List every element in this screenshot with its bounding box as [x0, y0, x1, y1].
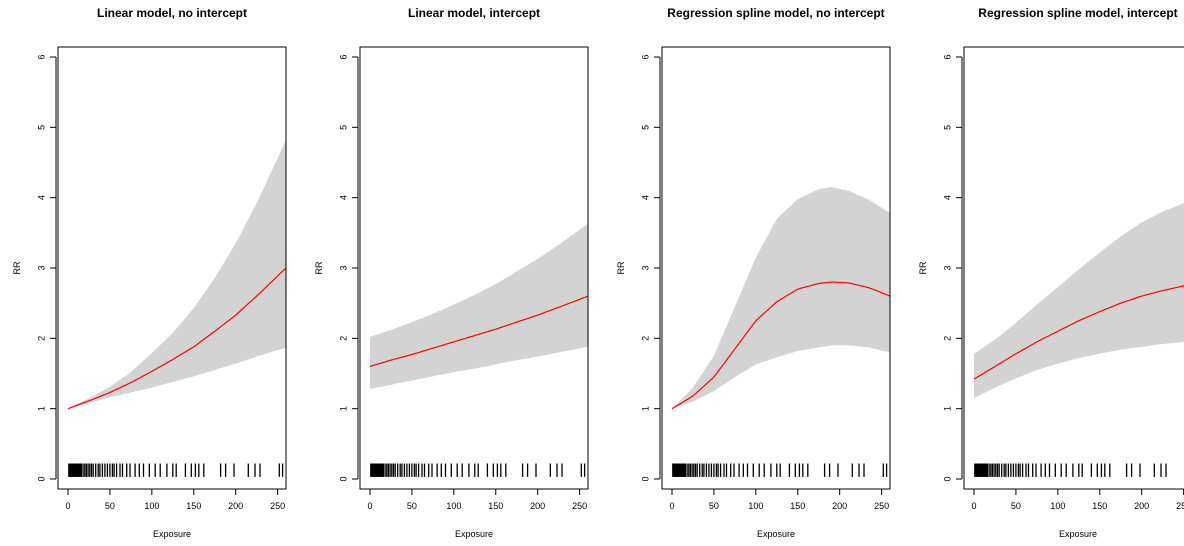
- y-tick-label: 1: [36, 406, 46, 411]
- x-axis-label: Exposure: [1059, 529, 1097, 539]
- y-tick-label: 2: [338, 336, 348, 341]
- x-tick-label: 150: [186, 501, 201, 511]
- panel: 0 1 2 3 4 5 6 RR 0 50 100 150 200 250 Exposure Linear m…: [314, 6, 589, 539]
- y-tick-label: 0: [338, 476, 348, 481]
- x-tick-label: 200: [832, 501, 847, 511]
- x-tick-label: 200: [530, 501, 545, 511]
- y-tick-label: 5: [640, 125, 650, 130]
- x-tick-label: 50: [105, 501, 115, 511]
- y-tick-label: 4: [338, 195, 348, 200]
- chart-title: Linear model, no intercept: [97, 6, 247, 20]
- y-axis-label: RR: [616, 261, 626, 274]
- fitted-line: [67, 267, 287, 410]
- x-tick-label: 150: [790, 501, 805, 511]
- y-tick-label: 0: [36, 476, 46, 481]
- y-tick-label: 0: [942, 476, 952, 481]
- y-tick-label: 2: [942, 336, 952, 341]
- y-tick-label: 3: [36, 265, 46, 270]
- fitted-line: [671, 281, 891, 410]
- x-tick-label: 0: [971, 501, 976, 511]
- x-tick-label: 100: [1050, 501, 1065, 511]
- x-tick-label: 100: [748, 501, 763, 511]
- chart-title: Linear model, intercept: [408, 6, 540, 20]
- x-axis-label: Exposure: [455, 529, 493, 539]
- y-tick-label: 1: [640, 406, 650, 411]
- rug: [974, 463, 1167, 477]
- y-tick-label: 3: [640, 265, 650, 270]
- y-tick-label: 6: [36, 54, 46, 59]
- x-tick-label: 0: [65, 501, 70, 511]
- x-tick-label: 250: [270, 501, 285, 511]
- y-tick-label: 4: [640, 195, 650, 200]
- confidence-band: [370, 223, 588, 389]
- panel: 0 1 2 3 4 5 6 RR 0 50 100 150 200 250 Exposure Regressi…: [918, 6, 1184, 539]
- y-tick-label: 1: [338, 406, 348, 411]
- y-tick-label: 6: [942, 54, 952, 59]
- x-tick-label: 250: [874, 501, 889, 511]
- fitted-line: [369, 295, 589, 368]
- rug: [370, 463, 586, 477]
- y-tick-label: 5: [942, 125, 952, 130]
- y-tick-label: 3: [338, 265, 348, 270]
- x-tick-label: 250: [1176, 501, 1184, 511]
- confidence-band: [68, 140, 286, 409]
- y-tick-label: 2: [36, 336, 46, 341]
- y-tick-label: 1: [942, 406, 952, 411]
- chart-title: Regression spline model, intercept: [978, 6, 1177, 20]
- x-tick-label: 200: [1134, 501, 1149, 511]
- x-tick-label: 100: [446, 501, 461, 511]
- y-tick-label: 0: [640, 476, 650, 481]
- x-tick-label: 150: [488, 501, 503, 511]
- y-axis-label: RR: [314, 261, 324, 274]
- x-tick-label: 200: [228, 501, 243, 511]
- x-tick-label: 50: [407, 501, 417, 511]
- x-axis-label: Exposure: [757, 529, 795, 539]
- fitted-line: [973, 285, 1184, 380]
- x-tick-label: 50: [709, 501, 719, 511]
- x-tick-label: 100: [144, 501, 159, 511]
- y-tick-label: 5: [338, 125, 348, 130]
- x-tick-label: 0: [367, 501, 372, 511]
- x-axis-label: Exposure: [153, 529, 191, 539]
- y-axis-label: RR: [918, 261, 928, 274]
- y-tick-label: 4: [942, 195, 952, 200]
- confidence-band: [974, 203, 1184, 399]
- y-tick-label: 3: [942, 265, 952, 270]
- y-tick-label: 6: [640, 54, 650, 59]
- x-tick-label: 250: [572, 501, 587, 511]
- y-tick-label: 4: [36, 195, 46, 200]
- rug: [672, 463, 888, 477]
- panel: 0 1 2 3 4 5 6 RR 0 50 100 150 200 250 Exposure Linear m…: [12, 6, 287, 539]
- y-tick-label: 2: [640, 336, 650, 341]
- chart-title: Regression spline model, no intercept: [667, 6, 884, 20]
- x-tick-label: 50: [1011, 501, 1021, 511]
- y-axis-label: RR: [12, 261, 22, 274]
- y-tick-label: 6: [338, 54, 348, 59]
- y-tick-label: 5: [36, 125, 46, 130]
- confidence-band: [672, 187, 890, 409]
- x-tick-label: 150: [1092, 501, 1107, 511]
- x-tick-label: 0: [669, 501, 674, 511]
- rug: [68, 463, 284, 477]
- panel: 0 1 2 3 4 5 6 RR 0 50 100 150 200 250 Exposure Regressi…: [616, 6, 891, 539]
